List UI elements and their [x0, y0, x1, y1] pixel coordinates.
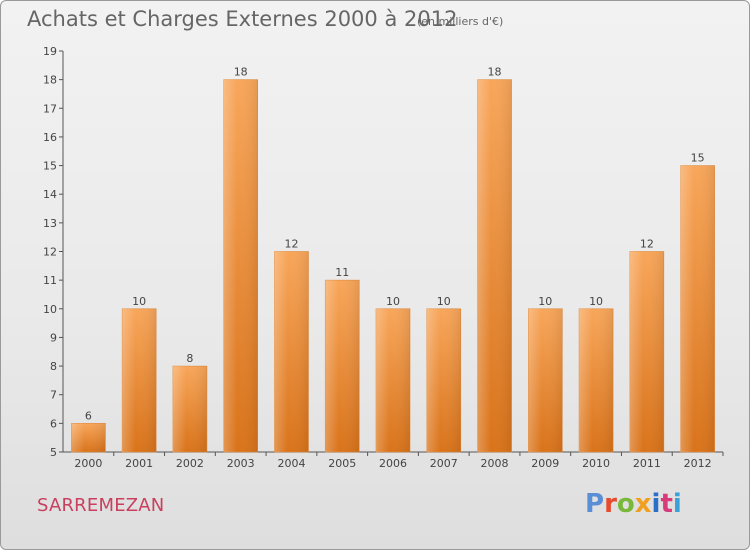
bars	[71, 79, 715, 453]
y-tick-label: 12	[43, 246, 57, 259]
bar-shine	[528, 308, 563, 452]
data-label-2000: 6	[85, 409, 92, 422]
data-label-2003: 18	[234, 66, 248, 79]
y-tick-label: 6	[50, 417, 57, 430]
y-tick-label: 18	[43, 74, 57, 87]
bar-shine	[477, 79, 512, 453]
data-label-2011: 12	[640, 238, 654, 251]
bar-shine	[376, 308, 410, 452]
x-tick-label: 2008	[481, 457, 509, 470]
x-tick-label: 2010	[582, 457, 610, 470]
y-tick-label: 9	[50, 331, 57, 344]
logo-letter: i	[651, 489, 661, 519]
x-tick-label: 2009	[531, 457, 559, 470]
commune-name: SARREMEZAN	[37, 495, 165, 516]
logo-letter: x	[634, 489, 652, 519]
bar-shine	[579, 308, 614, 452]
data-label-2008: 18	[488, 66, 502, 79]
data-label-2007: 10	[437, 295, 451, 308]
bar-shine	[426, 308, 461, 452]
data-label-2012: 15	[691, 152, 705, 165]
x-tick-label: 2003	[227, 457, 255, 470]
data-label-2009: 10	[538, 295, 552, 308]
y-tick-label: 5	[50, 446, 57, 459]
y-tick-label: 14	[43, 188, 57, 201]
data-label-2005: 11	[335, 266, 349, 279]
proxiti-logo: Proxiti	[585, 489, 682, 519]
y-tick-label: 16	[43, 131, 57, 144]
logo-letter: t	[660, 489, 673, 519]
data-label-2004: 12	[284, 238, 298, 251]
logo-letter: o	[616, 489, 635, 519]
axes: 5 6 7 8 9 10 11 12 13 14 15 16 17 18 19 2000 2001 2002 200…	[43, 45, 724, 470]
bar-shine	[325, 280, 360, 452]
data-label-2010: 10	[589, 295, 603, 308]
bar-shine	[629, 251, 664, 452]
x-tick-label: 2005	[328, 457, 356, 470]
x-tick-label: 2011	[633, 457, 661, 470]
x-tick-label: 2006	[379, 457, 407, 470]
bar-shine	[223, 79, 258, 453]
y-tick-label: 13	[43, 217, 57, 230]
y-tick-label: 19	[43, 45, 57, 58]
y-tick-label: 17	[43, 102, 57, 115]
bar-shine	[274, 251, 309, 452]
data-label-2002: 8	[186, 352, 193, 365]
y-tick-label: 10	[43, 303, 57, 316]
x-tick-label: 2004	[277, 457, 305, 470]
bar-shine	[172, 366, 207, 452]
chart-subtitle: (en milliers d'€)	[417, 15, 504, 28]
y-tick-label: 8	[50, 360, 57, 373]
y-tick-label: 15	[43, 160, 57, 173]
chart-title: Achats et Charges Externes 2000 à 2012	[27, 7, 458, 31]
bar-shine	[71, 423, 106, 452]
y-tick-label: 11	[43, 274, 57, 287]
data-label-2001: 10	[132, 295, 146, 308]
data-labels: 6 10 8 18 12 11 10 10 18 10 10 12 15	[85, 66, 705, 423]
logo-letter: r	[604, 489, 617, 519]
bar-shine	[122, 308, 157, 452]
data-label-2006: 10	[386, 295, 400, 308]
logo-letter: i	[672, 489, 682, 519]
bar-shine	[680, 165, 715, 453]
x-tick-label: 2001	[125, 457, 153, 470]
x-tick-label: 2007	[430, 457, 458, 470]
y-tick-label: 7	[50, 389, 57, 402]
x-tick-label: 2002	[176, 457, 204, 470]
logo-letter: P	[585, 489, 605, 519]
x-tick-label: 2000	[74, 457, 102, 470]
x-tick-label: 2012	[684, 457, 712, 470]
